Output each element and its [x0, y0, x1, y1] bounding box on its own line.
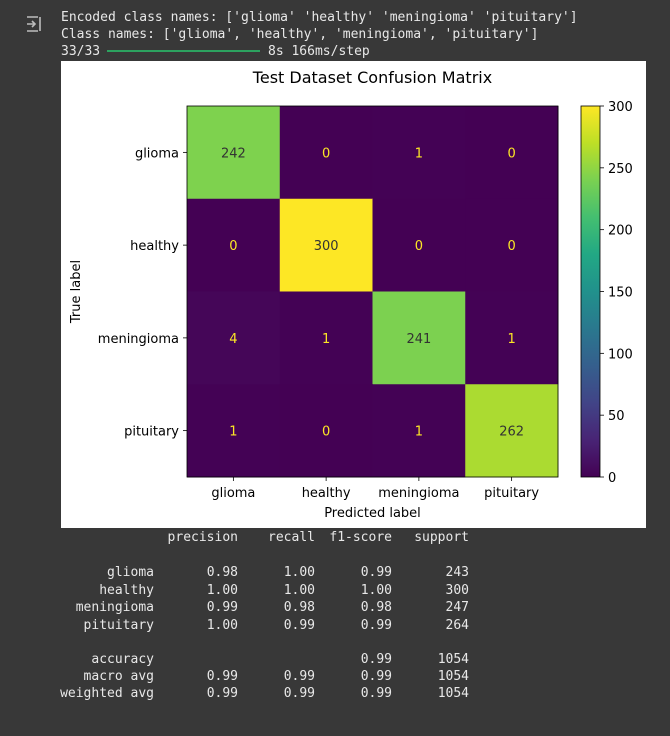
report-summary-support: 1054: [437, 686, 469, 701]
colorbar-tick-label: 100: [608, 347, 633, 362]
cell-value-label: 0: [322, 146, 330, 161]
cell-value-label: 1: [415, 146, 423, 161]
report-row-label: pituitary: [83, 617, 154, 633]
cell-value-label: 4: [229, 332, 237, 347]
y-axis-label: True label: [69, 260, 84, 324]
matrix-cell: [187, 291, 281, 385]
matrix-cell: [372, 106, 466, 200]
y-tick-label: pituitary: [124, 425, 179, 440]
confusion-matrix-figure: Test Dataset Confusion Matrix 242 0 1 0 0 300 0…: [61, 61, 646, 528]
report-summary-label: weighted avg: [60, 686, 154, 701]
report-row-precision: 1.00: [206, 617, 238, 633]
progress-count: 33/33: [61, 44, 101, 59]
matrix-cell: [279, 384, 373, 478]
output-toggle-icon[interactable]: [24, 12, 48, 36]
chart-title: Test Dataset Confusion Matrix: [252, 68, 492, 87]
y-tick-label: glioma: [135, 146, 179, 161]
report-row-precision: 0.98: [206, 565, 238, 580]
colorbar-tick-label: 50: [608, 409, 625, 424]
report-header-f1: f1-score: [329, 530, 392, 545]
x-tick-label: glioma: [211, 486, 255, 501]
report-row-f1: 1.00: [360, 582, 392, 598]
y-tick-label: healthy: [130, 239, 179, 254]
x-tick-label: healthy: [302, 486, 351, 501]
cell-value-label: 0: [229, 239, 237, 254]
report-row-label: meningioma: [75, 600, 154, 615]
report-summary-recall: 0.99: [283, 686, 315, 701]
cell-value-label: 1: [322, 332, 330, 347]
x-tick-label: meningioma: [378, 486, 459, 501]
matrix-cell: [187, 198, 281, 292]
colorbar-tick-label: 150: [608, 286, 633, 301]
colorbar-tick-label: 250: [608, 162, 633, 177]
report-summary-precision: 0.99: [206, 686, 238, 701]
cell-value-label: 1: [229, 425, 237, 440]
report-summary-precision: 0.99: [206, 669, 238, 684]
cell-value-label: 1: [507, 332, 515, 347]
report-header-recall: recall: [268, 530, 315, 545]
output-line-classnames: Class names: ['glioma', 'healthy', 'meni…: [61, 27, 539, 42]
colorbar: [580, 105, 601, 478]
cell-value-label: 0: [322, 425, 330, 440]
report-row-recall: 0.99: [283, 617, 315, 633]
report-row-support: 247: [445, 600, 469, 615]
report-summary-support: 1054: [437, 652, 469, 667]
report-summary-f1: 0.99: [360, 652, 392, 667]
x-axis-label: Predicted label: [324, 506, 421, 521]
report-row-precision: 1.00: [206, 582, 238, 598]
report-row-f1: 0.99: [360, 617, 392, 633]
y-tick-label: meningioma: [98, 332, 179, 347]
report-summary-label: accuracy: [91, 652, 154, 667]
x-tick-label: pituitary: [484, 486, 539, 501]
report-row-support: 264: [445, 617, 469, 633]
report-row-recall: 0.98: [283, 600, 315, 615]
cell-value-label: 241: [406, 332, 431, 347]
colorbar-tick-label: 300: [608, 100, 633, 115]
cell-value-label: 0: [507, 239, 515, 254]
cell-value-label: 0: [507, 146, 515, 161]
matrix-cell: [465, 198, 559, 292]
report-summary-f1: 0.99: [360, 669, 392, 684]
cell-value-label: 300: [314, 239, 339, 254]
cell-value-label: 1: [415, 425, 423, 440]
report-row-recall: 1.00: [283, 582, 315, 598]
matrix-cell: [465, 291, 559, 385]
report-row-support: 300: [445, 582, 469, 598]
matrix-cell: [279, 106, 373, 200]
report-row-label: glioma: [107, 565, 154, 580]
report-summary-recall: 0.99: [283, 669, 315, 684]
matrix-frame: [186, 105, 559, 478]
report-summary-support: 1054: [437, 669, 469, 684]
report-header-precision: precision: [167, 530, 238, 545]
report-row-f1: 0.99: [360, 565, 392, 580]
matrix-cell: [187, 384, 281, 478]
cell-value-label: 242: [221, 146, 246, 161]
matrix-cell: [465, 384, 559, 478]
matrix-cell: [372, 198, 466, 292]
report-row-label: healthy: [99, 582, 154, 598]
progress-bar: [107, 50, 260, 52]
matrix-cell: [279, 291, 373, 385]
matrix-cell: [372, 291, 466, 385]
colorbar-tick-label: 200: [608, 224, 633, 239]
progress-time: 8s 166ms/step: [268, 44, 370, 59]
matrix-cell: [279, 198, 373, 292]
report-summary-label: macro avg: [83, 669, 154, 684]
colorbar-tick-label: 0: [608, 471, 616, 486]
report-summary-f1: 0.99: [360, 686, 392, 701]
cell-value-label: 0: [415, 239, 423, 254]
report-row-support: 243: [445, 565, 469, 580]
matrix-cell: [465, 106, 559, 200]
report-row-precision: 0.99: [206, 600, 238, 615]
cell-value-label: 262: [499, 425, 524, 440]
matrix-cell: [187, 106, 281, 200]
output-line-encoded: Encoded class names: ['glioma' 'healthy'…: [61, 10, 578, 25]
classification-report: precision recall f1-score support glioma 0.98…: [60, 528, 661, 728]
report-header-support: support: [414, 530, 469, 545]
report-row-recall: 1.00: [283, 565, 315, 580]
matrix-cell: [372, 384, 466, 478]
report-row-f1: 0.98: [360, 600, 392, 615]
